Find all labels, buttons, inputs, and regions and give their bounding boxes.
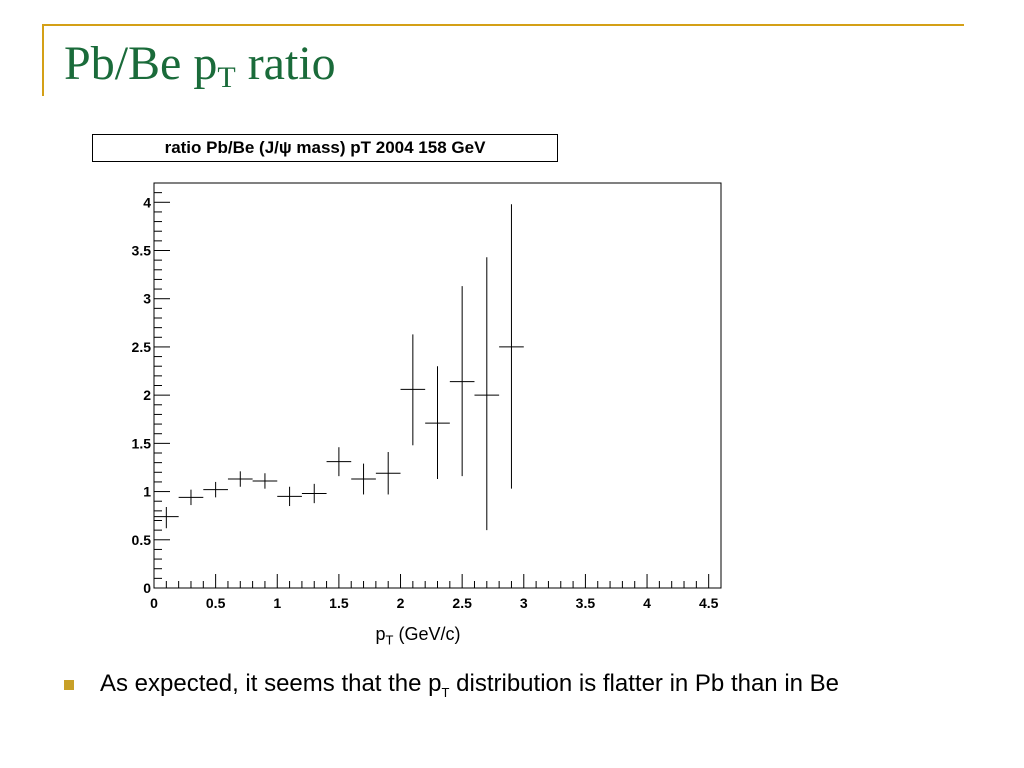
x-tick-label: 0.5 [206,595,226,611]
y-tick-label: 0.5 [132,532,152,548]
y-tick-label: 3.5 [132,243,152,259]
y-tick-label: 3 [143,291,151,307]
y-tick-label: 2.5 [132,339,152,355]
y-tick-label: 1.5 [132,435,152,451]
data-point [375,452,401,495]
data-point [499,204,524,489]
data-point [351,463,376,495]
data-point [178,489,204,506]
data-point [474,257,500,531]
bullet-text: As expected, it seems that the pT distri… [100,670,840,700]
data-point [252,473,278,489]
data-point [277,486,302,507]
data-point [425,366,450,480]
slide-title: Pb/Be pT ratio [64,37,336,94]
data-point [400,334,426,446]
data-point [203,481,228,498]
chart-title: ratio Pb/Be (J/ψ mass) pT 2004 158 GeV [92,134,558,162]
x-tick-label: 3 [520,595,528,611]
frame-top-rule [42,24,964,26]
frame-left-rule [42,24,44,96]
x-tick-label: 2.5 [452,595,472,611]
x-tick-label: 4.5 [699,595,719,611]
y-tick-label: 2 [143,387,151,403]
data-point [326,447,352,477]
y-tick-label: 4 [143,194,151,210]
x-tick-label: 2 [397,595,405,611]
data-point [301,483,327,504]
data-point [227,471,253,487]
x-tick-label: 0 [150,595,158,611]
data-point [154,507,179,529]
x-tick-label: 1.5 [329,595,349,611]
data-point [449,286,475,477]
bullet-marker [64,680,74,690]
y-tick-label: 0 [143,580,151,596]
x-tick-label: 1 [273,595,281,611]
y-tick-label: 1 [143,484,151,500]
x-axis-title: pT (GeV/c) [375,624,461,648]
x-tick-label: 3.5 [576,595,596,611]
x-tick-label: 4 [643,595,651,611]
